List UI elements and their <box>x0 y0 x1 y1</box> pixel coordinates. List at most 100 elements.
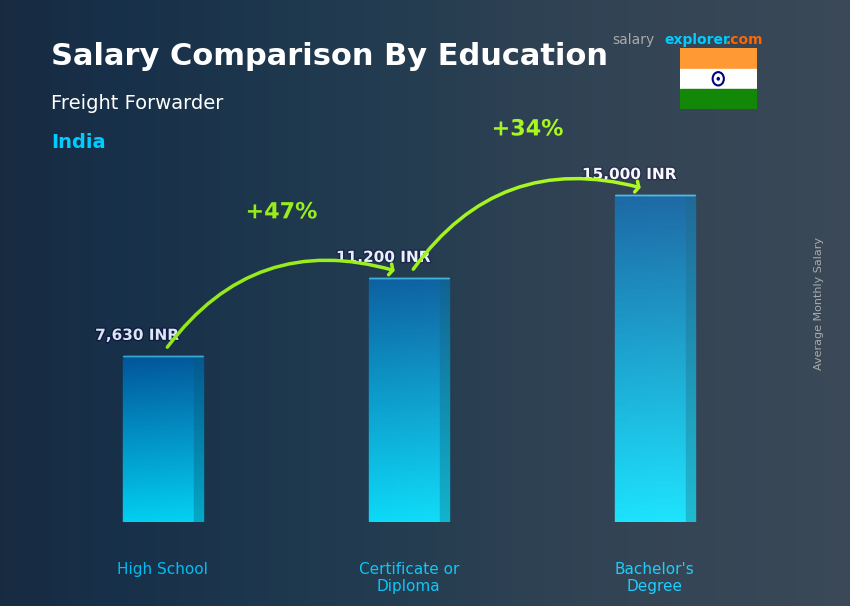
Bar <box>686 326 695 329</box>
Bar <box>369 388 440 390</box>
Bar <box>195 368 203 369</box>
Bar <box>615 323 686 326</box>
Bar <box>369 466 440 468</box>
Bar <box>615 375 686 378</box>
Bar <box>440 281 449 283</box>
Bar <box>440 513 449 515</box>
Bar <box>369 420 440 422</box>
Bar <box>615 477 686 480</box>
Bar <box>195 369 203 371</box>
Bar <box>686 372 695 375</box>
Bar <box>122 448 195 449</box>
Bar <box>195 496 203 498</box>
Bar <box>195 502 203 504</box>
Bar <box>369 312 440 315</box>
Bar <box>686 519 695 522</box>
Bar <box>440 307 449 310</box>
Text: India: India <box>51 133 105 152</box>
Bar <box>440 461 449 464</box>
Bar <box>686 323 695 326</box>
Bar <box>195 446 203 448</box>
Bar <box>686 457 695 461</box>
Bar <box>369 344 440 347</box>
Bar <box>440 464 449 466</box>
Bar <box>195 371 203 373</box>
Bar <box>122 422 195 424</box>
Bar <box>369 317 440 319</box>
Bar <box>440 361 449 364</box>
Bar <box>195 489 203 491</box>
Bar <box>686 339 695 342</box>
Bar <box>122 433 195 435</box>
Bar <box>122 466 195 467</box>
Bar <box>122 386 195 388</box>
Bar <box>122 402 195 404</box>
Bar <box>369 413 440 415</box>
Bar <box>122 431 195 433</box>
Bar <box>195 364 203 366</box>
Bar <box>122 489 195 491</box>
Bar <box>195 379 203 381</box>
Bar <box>122 369 195 371</box>
Bar <box>686 244 695 247</box>
Bar <box>615 310 686 313</box>
Bar <box>686 218 695 221</box>
Bar <box>195 444 203 446</box>
Bar <box>615 444 686 447</box>
Bar <box>195 491 203 493</box>
Bar <box>369 461 440 464</box>
Bar <box>122 429 195 431</box>
Bar <box>369 281 440 283</box>
Bar <box>195 458 203 459</box>
Bar <box>122 496 195 498</box>
Bar <box>122 356 195 358</box>
Bar <box>369 496 440 498</box>
Bar <box>195 498 203 499</box>
Bar <box>686 336 695 339</box>
Bar <box>195 466 203 467</box>
Bar <box>195 435 203 436</box>
Bar <box>440 410 449 413</box>
Bar <box>122 396 195 398</box>
Bar <box>440 437 449 439</box>
Bar <box>369 327 440 329</box>
Bar <box>195 421 203 422</box>
Bar <box>369 371 440 373</box>
Bar <box>440 447 449 449</box>
Bar <box>369 479 440 481</box>
Bar <box>686 274 695 277</box>
Bar <box>440 491 449 493</box>
Bar <box>195 476 203 478</box>
Bar <box>195 398 203 399</box>
Bar <box>615 238 686 241</box>
Bar <box>686 431 695 434</box>
Bar <box>440 518 449 520</box>
Bar <box>440 388 449 390</box>
Bar <box>122 484 195 486</box>
Bar <box>615 450 686 454</box>
Bar <box>686 464 695 467</box>
Bar <box>440 300 449 302</box>
Bar <box>615 303 686 307</box>
Bar <box>122 366 195 368</box>
Bar <box>195 456 203 458</box>
Bar <box>686 205 695 208</box>
Bar <box>686 264 695 267</box>
Bar <box>686 277 695 280</box>
Bar <box>615 218 686 221</box>
Bar <box>369 385 440 388</box>
Bar <box>440 405 449 408</box>
Bar <box>195 474 203 476</box>
Bar <box>440 403 449 405</box>
Bar <box>686 313 695 316</box>
Bar <box>122 499 195 501</box>
Bar <box>122 513 195 514</box>
Bar <box>440 427 449 430</box>
Bar <box>686 238 695 241</box>
Bar <box>195 404 203 406</box>
Bar <box>195 454 203 456</box>
Bar <box>122 509 195 511</box>
Bar <box>686 356 695 359</box>
Bar <box>122 507 195 509</box>
Bar <box>615 415 686 418</box>
